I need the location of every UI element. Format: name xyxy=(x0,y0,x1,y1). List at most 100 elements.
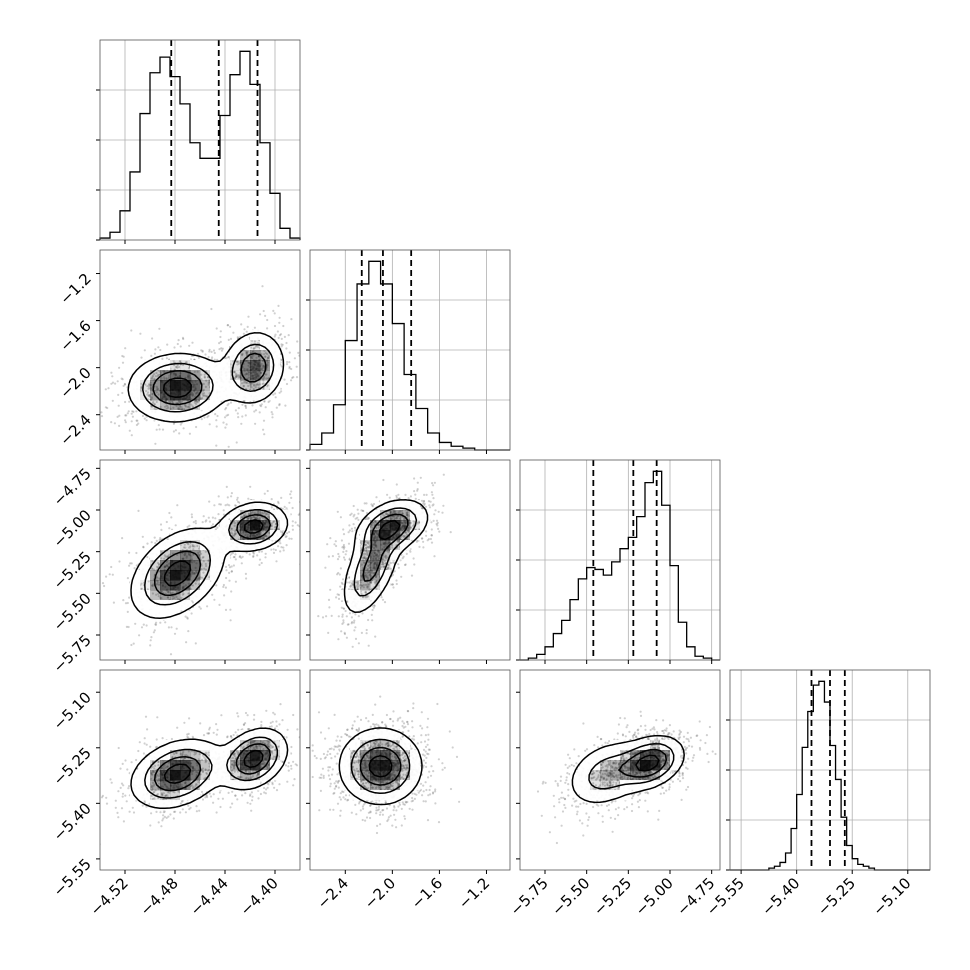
scatter-point xyxy=(247,517,250,520)
scatter-point xyxy=(274,548,277,552)
scatter-point xyxy=(230,531,233,534)
density-panel-0-2 xyxy=(101,485,303,656)
scatter-point xyxy=(254,422,257,425)
scatter-point xyxy=(301,370,303,372)
scatter-point xyxy=(143,417,146,420)
scatter-point xyxy=(160,550,163,554)
scatter-point xyxy=(360,574,363,577)
scatter-point xyxy=(286,780,289,783)
scatter-point xyxy=(341,588,344,591)
scatter-point xyxy=(165,377,168,380)
scatter-point xyxy=(242,384,245,387)
scatter-point xyxy=(360,592,363,596)
density-cell xyxy=(230,380,241,391)
scatter-point xyxy=(336,558,340,561)
scatter-point xyxy=(238,376,241,379)
scatter-point xyxy=(262,365,265,368)
density-cell xyxy=(370,580,381,591)
scatter-point xyxy=(359,583,362,587)
scatter-point xyxy=(262,535,266,538)
scatter-point xyxy=(255,517,258,520)
scatter-point xyxy=(433,481,436,484)
scatter-point xyxy=(244,722,247,725)
scatter-point xyxy=(354,637,358,641)
scatter-point xyxy=(364,543,367,546)
density-cell xyxy=(180,530,191,541)
scatter-point xyxy=(365,544,368,547)
scatter-point xyxy=(410,574,414,577)
scatter-point xyxy=(160,557,163,560)
scatter-point xyxy=(166,794,169,797)
scatter-point xyxy=(281,531,284,534)
scatter-point xyxy=(225,576,228,580)
contour-1-2-1 xyxy=(353,507,418,597)
scatter-point xyxy=(166,343,169,346)
scatter-point xyxy=(429,537,432,541)
scatter-point xyxy=(245,372,248,375)
scatter-point xyxy=(375,581,378,584)
scatter-point xyxy=(376,579,379,583)
scatter-point xyxy=(260,372,263,375)
scatter-point xyxy=(129,562,132,565)
scatter-point xyxy=(267,355,270,358)
scatter-point xyxy=(210,350,213,353)
scatter-point xyxy=(237,376,240,379)
scatter-point xyxy=(400,575,403,578)
scatter-point xyxy=(425,530,428,533)
scatter-point xyxy=(301,532,303,534)
scatter-point xyxy=(266,767,269,770)
scatter-point xyxy=(196,352,200,355)
scatter-point xyxy=(266,740,269,743)
scatter-point xyxy=(235,360,238,363)
scatter-point xyxy=(368,560,371,563)
scatter-point xyxy=(270,498,273,501)
density-cell xyxy=(240,370,251,381)
scatter-point xyxy=(124,400,127,404)
scatter-point xyxy=(204,751,208,754)
scatter-point xyxy=(256,512,260,515)
scatter-point xyxy=(135,551,138,555)
scatter-point xyxy=(252,555,255,559)
scatter-point xyxy=(238,761,241,764)
scatter-point xyxy=(159,536,162,540)
scatter-point xyxy=(353,526,357,530)
scatter-point xyxy=(203,394,206,397)
scatter-point xyxy=(371,526,374,529)
scatter-point xyxy=(382,565,385,568)
scatter-point xyxy=(195,402,198,405)
scatter-point xyxy=(239,555,242,558)
scatter-point xyxy=(256,554,259,557)
scatter-point xyxy=(173,346,176,349)
scatter-point xyxy=(247,497,250,500)
scatter-point xyxy=(368,583,371,586)
scatter-point xyxy=(178,365,181,369)
scatter-point xyxy=(158,563,161,566)
scatter-point xyxy=(324,566,327,569)
scatter-point xyxy=(326,543,329,546)
scatter-point xyxy=(407,497,410,500)
scatter-point xyxy=(139,332,142,335)
scatter-point xyxy=(240,562,243,565)
density-cell xyxy=(230,530,241,541)
histogram-panel-3 xyxy=(726,670,930,871)
density-cell xyxy=(250,380,261,391)
scatter-point xyxy=(291,528,294,531)
scatter-point xyxy=(121,762,124,766)
scatter-point xyxy=(167,376,170,379)
density-cell xyxy=(130,380,141,391)
scatter-point xyxy=(349,513,352,517)
scatter-point xyxy=(367,564,370,568)
scatter-point xyxy=(150,771,153,774)
density-cell xyxy=(220,550,231,561)
scatter-point xyxy=(273,526,277,529)
scatter-point xyxy=(384,556,388,560)
scatter-point xyxy=(347,542,351,545)
scatter-point xyxy=(260,362,263,366)
scatter-point xyxy=(411,524,415,528)
scatter-point xyxy=(149,639,152,642)
scatter-point xyxy=(432,519,435,523)
scatter-point xyxy=(272,393,275,396)
density-cell xyxy=(150,560,161,571)
scatter-point xyxy=(154,764,157,768)
